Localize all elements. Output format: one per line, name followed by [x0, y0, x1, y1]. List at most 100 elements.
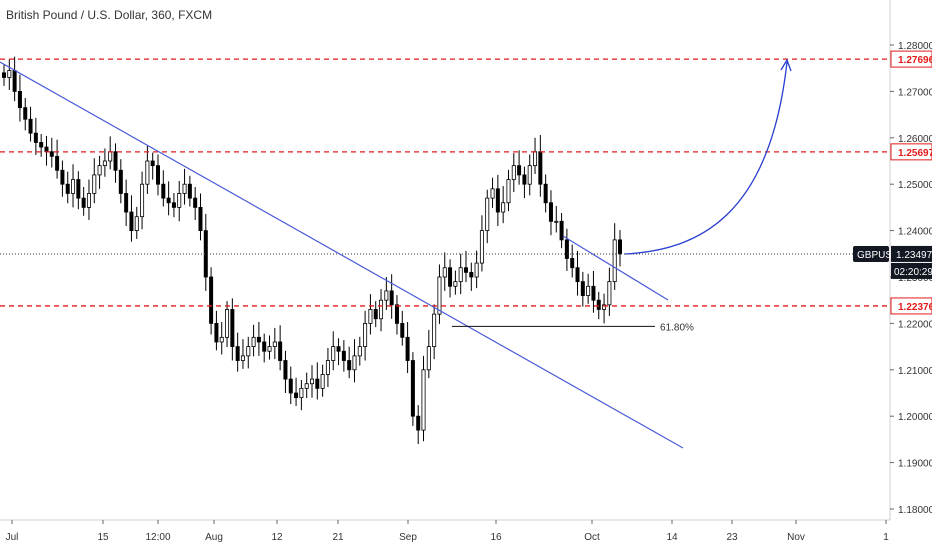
- price-level-label: 1.27696: [898, 55, 932, 66]
- candle-body: [124, 193, 129, 213]
- candle-body: [288, 378, 293, 394]
- candle-body: [432, 313, 437, 347]
- candle-body: [129, 211, 134, 231]
- candle-body: [458, 267, 463, 283]
- candle-body: [23, 107, 28, 120]
- candle-body: [60, 169, 65, 185]
- candle-body: [580, 281, 585, 296]
- candle-body: [86, 193, 91, 208]
- candle-body: [97, 165, 102, 176]
- candle-body: [548, 202, 553, 222]
- x-tick-label: 15: [97, 532, 109, 543]
- candle-body: [134, 216, 139, 231]
- candle-body: [538, 151, 543, 185]
- candle-body: [522, 174, 527, 185]
- candle-body: [495, 188, 500, 213]
- long-trendline: [0, 61, 684, 449]
- projection-curve: [624, 61, 788, 255]
- candle-body: [586, 285, 591, 296]
- candle-body: [161, 183, 166, 199]
- y-tick-label: 1.19000: [898, 459, 932, 470]
- x-tick-label: Sep: [399, 532, 417, 543]
- last-price-label: 1.23497: [896, 250, 932, 261]
- y-tick-label: 1.18000: [898, 505, 932, 516]
- fib-label: 61.80%: [660, 322, 694, 333]
- candle-body: [421, 369, 426, 431]
- candle-body: [118, 169, 123, 194]
- candle-body: [543, 183, 548, 204]
- candle-body: [150, 160, 155, 167]
- price-level-label: 1.22376: [898, 302, 932, 313]
- candle-body: [596, 299, 601, 310]
- candle-body: [336, 346, 341, 352]
- candle-body: [602, 304, 607, 310]
- candle-body: [235, 346, 240, 361]
- candle-body: [554, 220, 559, 223]
- candle-body: [394, 304, 399, 324]
- candle-body: [352, 355, 357, 371]
- candle-body: [426, 346, 431, 371]
- candle-body: [533, 151, 538, 167]
- x-tick-label: 21: [332, 532, 344, 543]
- candle-body: [309, 378, 314, 385]
- y-tick-label: 1.25000: [898, 180, 932, 191]
- candle-body: [113, 151, 118, 171]
- candle-body: [49, 151, 54, 157]
- candle-body: [389, 290, 394, 306]
- candle-body: [442, 267, 447, 278]
- candle-body: [453, 281, 458, 287]
- candle-body: [145, 160, 150, 185]
- candle-body: [108, 151, 113, 162]
- candle-body: [527, 165, 532, 185]
- candle-body: [182, 183, 187, 194]
- countdown-badge: [891, 262, 932, 279]
- candle-body: [225, 309, 230, 338]
- candle-body: [405, 336, 410, 361]
- candle-body: [448, 267, 453, 287]
- candle-body: [230, 309, 235, 348]
- symbol-label: GBPUSD: [857, 250, 899, 261]
- candles-layer: [2, 56, 623, 445]
- candle-body: [559, 220, 564, 241]
- candle-body: [171, 202, 176, 208]
- candle-body: [368, 309, 373, 324]
- candle-body: [177, 193, 182, 208]
- candle-body: [12, 70, 17, 92]
- x-tick-label: 12: [271, 532, 283, 543]
- price-axis[interactable]: 1.280001.270001.260001.250001.240001.230…: [853, 0, 932, 520]
- candle-body: [283, 360, 288, 380]
- candle-body: [506, 179, 511, 204]
- x-tick-label: Oct: [584, 532, 600, 543]
- candle-body: [341, 350, 346, 361]
- candle-body: [256, 336, 261, 343]
- candle-body: [102, 160, 107, 167]
- candle-body: [251, 336, 256, 348]
- time-axis[interactable]: Jul 15 12:00 Aug 12 21 Sep 16 Oct 14 23 Nov 1: [0, 519, 890, 543]
- candle-body: [570, 258, 575, 269]
- x-tick-label: Aug: [205, 532, 223, 543]
- candle-body: [198, 206, 203, 231]
- candle-body: [278, 341, 283, 361]
- candle-body: [7, 70, 12, 78]
- candle-body: [347, 360, 352, 371]
- candle-body: [2, 72, 7, 78]
- candle-body: [155, 165, 160, 185]
- candle-body: [357, 346, 362, 357]
- price-level-badge: [890, 143, 932, 161]
- candle-body: [219, 336, 224, 343]
- candle-body: [325, 360, 330, 375]
- candle-body: [485, 197, 490, 231]
- candle-body: [76, 179, 81, 199]
- candle-body: [607, 281, 612, 306]
- candle-body: [81, 197, 86, 208]
- y-tick-label: 1.28000: [898, 41, 932, 52]
- candle-body: [33, 132, 38, 143]
- y-tick-label: 1.22000: [898, 319, 932, 330]
- candle-body: [469, 271, 474, 278]
- candle-body: [331, 346, 336, 361]
- countdown-label: 02:20:29: [894, 267, 932, 278]
- y-tick-label: 1.27000: [898, 87, 932, 98]
- candle-body: [209, 276, 214, 324]
- price-level-label: 1.25697: [898, 148, 932, 159]
